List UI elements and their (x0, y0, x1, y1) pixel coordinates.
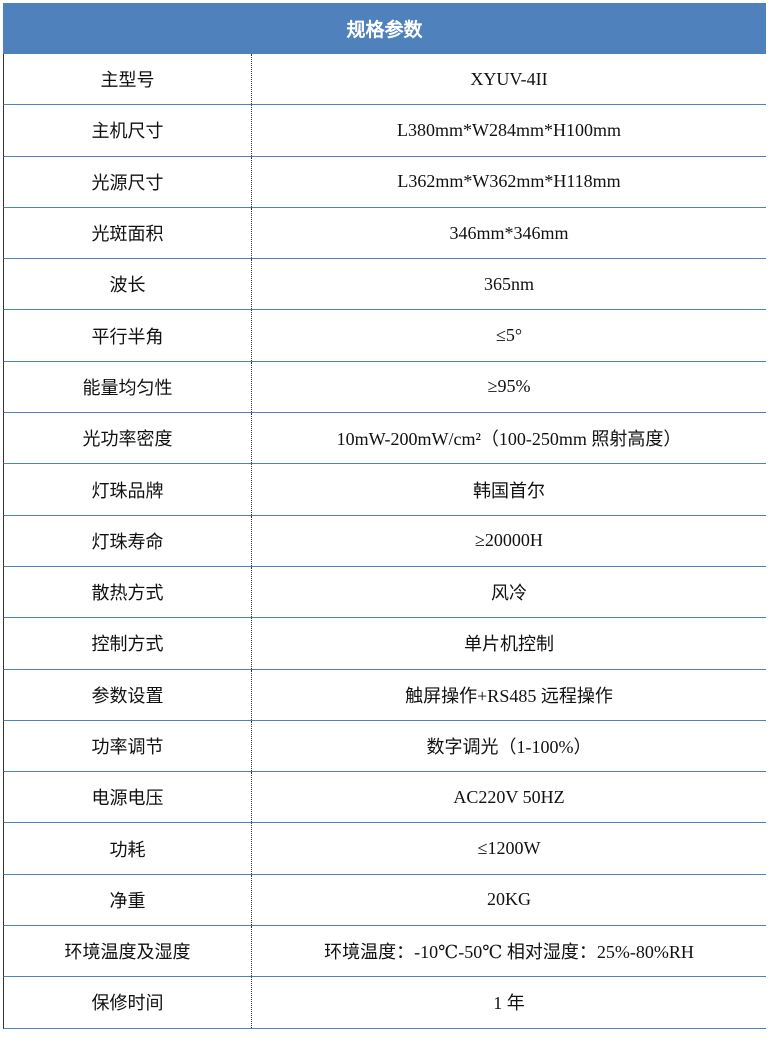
table-row: 净重 20KG (3, 874, 766, 927)
param-value: 346mm*346mm (449, 222, 569, 243)
param-name: 平行半角 (4, 310, 252, 361)
param-name: 主型号 (4, 54, 252, 105)
param-name: 主机尺寸 (4, 105, 252, 156)
table-row: 光斑面积 346mm*346mm (3, 207, 766, 260)
table-row: 主型号 XYUV-4II (3, 54, 766, 106)
spec-table: 规格参数 主型号 XYUV-4II 主机尺寸 L380mm*W284mm*H100mm… (3, 3, 766, 1029)
table-row: 保修时间 1 年 (3, 977, 766, 1029)
param-name: 光源尺寸 (4, 156, 252, 207)
param-value: ≥95% (487, 376, 531, 397)
table-row: 能量均匀性 ≥95% (3, 361, 766, 414)
param-name: 能量均匀性 (4, 361, 252, 413)
table-title: 规格参数 (3, 3, 766, 54)
table-row: 波长 365nm (3, 259, 766, 311)
table-row: 电源电压 AC220V 50HZ (3, 772, 766, 824)
table-row: 环境温度及湿度 环境温度：-10℃-50℃ 相对湿度：25%-80%RH (3, 926, 766, 978)
table-row: 平行半角 ≤5° (3, 310, 766, 362)
param-value: 10mW-200mW/cm²（100-250mm 照射高度） (336, 429, 682, 450)
param-value: 数字调光（1-100%） (426, 737, 592, 757)
param-value: 365nm (483, 273, 534, 294)
table-row: 灯珠品牌 韩国首尔 (3, 464, 766, 516)
param-value: 触屏操作+RS485 远程操作 (405, 685, 613, 706)
param-name: 电源电压 (4, 772, 252, 823)
param-name: 净重 (4, 874, 252, 926)
param-name: 波长 (4, 259, 252, 310)
param-value: 1 年 (493, 993, 525, 1014)
table-row: 功耗 ≤1200W (3, 823, 766, 875)
param-name: 灯珠寿命 (4, 515, 252, 566)
param-name: 散热方式 (4, 566, 252, 618)
param-name: 灯珠品牌 (4, 464, 252, 515)
param-name: 参数设置 (4, 669, 252, 720)
param-value: AC220V 50HZ (453, 786, 565, 807)
table-row: 主机尺寸 L380mm*W284mm*H100mm (3, 105, 766, 157)
param-value: 韩国首尔 (473, 480, 545, 501)
param-name: 控制方式 (4, 618, 252, 669)
table-row: 控制方式 单片机控制 (3, 618, 766, 670)
param-name: 功率调节 (4, 720, 252, 772)
param-name: 光斑面积 (4, 207, 252, 259)
param-value: 20KG (487, 889, 531, 910)
param-value: XYUV-4II (470, 68, 548, 89)
param-value: L362mm*W362mm*H118mm (397, 171, 621, 192)
param-value: ≥20000H (475, 530, 543, 551)
table-row: 参数设置 触屏操作+RS485 远程操作 (3, 669, 766, 721)
param-value: 风冷 (491, 583, 527, 604)
param-value: L380mm*W284mm*H100mm (397, 119, 621, 140)
table-row: 功率调节 数字调光（1-100%） (3, 720, 766, 773)
table-row: 散热方式 风冷 (3, 566, 766, 619)
table-row: 光功率密度 10mW-200mW/cm²（100-250mm 照射高度） (3, 413, 766, 465)
table-row: 光源尺寸 L362mm*W362mm*H118mm (3, 156, 766, 208)
param-name: 光功率密度 (4, 413, 252, 464)
param-name: 保修时间 (4, 977, 252, 1028)
param-value: 单片机控制 (464, 634, 554, 655)
param-name: 功耗 (4, 823, 252, 874)
table-row: 灯珠寿命 ≥20000H (3, 515, 766, 567)
param-name: 环境温度及湿度 (4, 926, 252, 977)
param-value: ≤5° (495, 325, 523, 346)
param-value: ≤1200W (477, 838, 541, 859)
table-body: 主型号 XYUV-4II 主机尺寸 L380mm*W284mm*H100mm 光源尺寸 L… (3, 54, 766, 1029)
param-value: 环境温度：-10℃-50℃ 相对湿度：25%-80%RH (324, 942, 694, 963)
